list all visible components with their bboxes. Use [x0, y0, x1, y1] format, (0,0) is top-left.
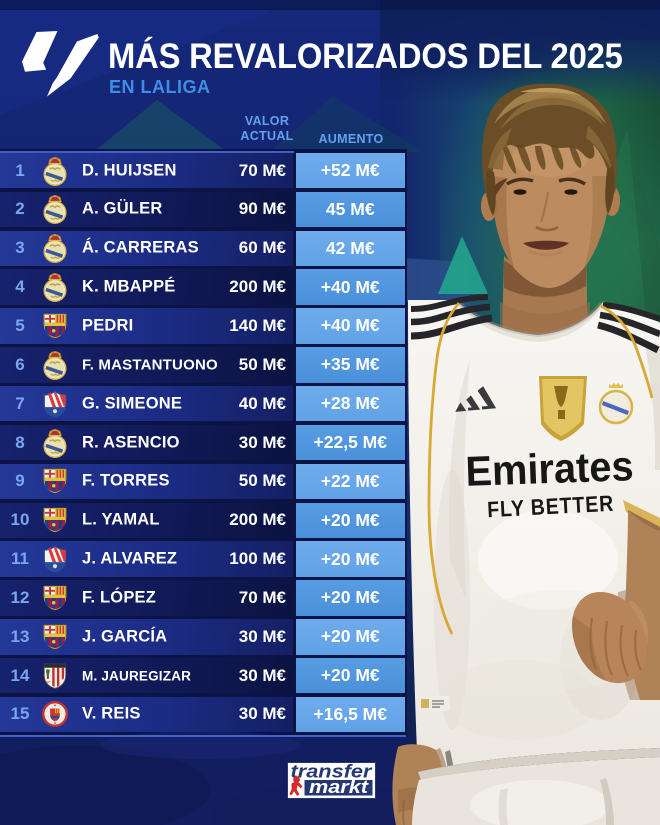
svg-text:Emirates: Emirates: [465, 442, 635, 495]
svg-text:markt: markt: [309, 776, 369, 797]
svg-text:transfer: transfer: [291, 762, 374, 782]
